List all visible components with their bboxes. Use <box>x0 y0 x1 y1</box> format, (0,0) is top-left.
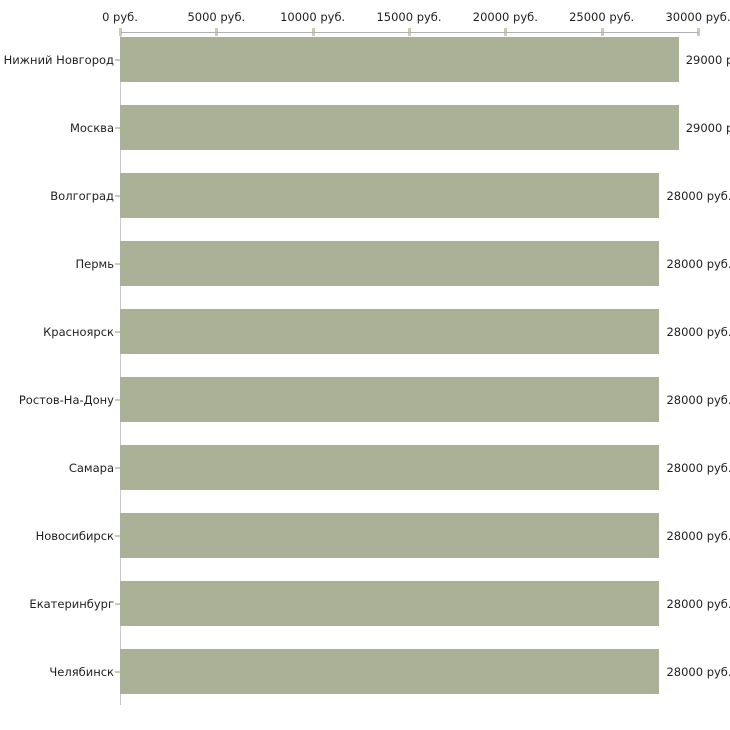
category-label: Нижний Новгород <box>3 52 114 67</box>
category-tick-mark <box>115 262 120 265</box>
bar <box>120 513 660 558</box>
category-tick-mark <box>115 534 120 537</box>
value-label: 28000 руб. <box>666 596 730 611</box>
category-tick-mark <box>115 398 120 401</box>
value-label: 28000 руб. <box>666 664 730 679</box>
y-axis-line <box>120 32 121 705</box>
bar <box>120 105 679 150</box>
value-label: 28000 руб. <box>666 256 730 271</box>
bar-row: Челябинск 28000 руб. <box>0 649 730 694</box>
category-label: Пермь <box>75 256 114 271</box>
value-label: 29000 руб. <box>685 120 730 135</box>
category-tick-mark <box>115 602 120 605</box>
x-axis-line <box>120 32 699 33</box>
value-label: 28000 руб. <box>666 528 730 543</box>
category-label: Новосибирск <box>35 528 114 543</box>
x-tick-label: 25000 руб. <box>569 10 635 24</box>
bar-row: Нижний Новгород 29000 руб. <box>0 37 730 82</box>
bar-row: Ростов-На-Дону 28000 руб. <box>0 377 730 422</box>
value-label: 28000 руб. <box>666 324 730 339</box>
category-tick-mark <box>115 466 120 469</box>
bar <box>120 309 660 354</box>
value-label: 28000 руб. <box>666 392 730 407</box>
bar <box>120 377 660 422</box>
bar <box>120 37 679 82</box>
value-label: 28000 руб. <box>666 188 730 203</box>
bar <box>120 173 660 218</box>
x-tick-label: 10000 руб. <box>280 10 346 24</box>
category-label: Красноярск <box>43 324 114 339</box>
bar <box>120 649 660 694</box>
category-label: Ростов-На-Дону <box>18 392 114 407</box>
category-label: Москва <box>69 120 114 135</box>
bar-row: Новосибирск 28000 руб. <box>0 513 730 558</box>
category-label: Волгоград <box>50 188 114 203</box>
bar-row: Красноярск 28000 руб. <box>0 309 730 354</box>
bar-row: Екатеринбург 28000 руб. <box>0 581 730 626</box>
x-tick-label: 15000 руб. <box>376 10 442 24</box>
value-label: 29000 руб. <box>685 52 730 67</box>
category-tick-mark <box>115 58 120 61</box>
category-tick-mark <box>115 330 120 333</box>
category-label: Екатеринбург <box>29 596 114 611</box>
category-tick-mark <box>115 670 120 673</box>
x-tick-label: 5000 руб. <box>187 10 246 24</box>
bar-row: Самара 28000 руб. <box>0 445 730 490</box>
category-label: Челябинск <box>49 664 114 679</box>
x-tick-label: 30000 руб. <box>665 10 730 24</box>
bar <box>120 241 660 286</box>
bar-row: Пермь 28000 руб. <box>0 241 730 286</box>
x-tick-label: 20000 руб. <box>472 10 538 24</box>
category-tick-mark <box>115 126 120 129</box>
bar-row: Волгоград 28000 руб. <box>0 173 730 218</box>
x-tick-label: 0 руб. <box>102 10 138 24</box>
category-label: Самара <box>68 460 114 475</box>
bar <box>120 581 660 626</box>
value-label: 28000 руб. <box>666 460 730 475</box>
category-tick-mark <box>115 194 120 197</box>
bar-row: Москва 29000 руб. <box>0 105 730 150</box>
bar <box>120 445 660 490</box>
